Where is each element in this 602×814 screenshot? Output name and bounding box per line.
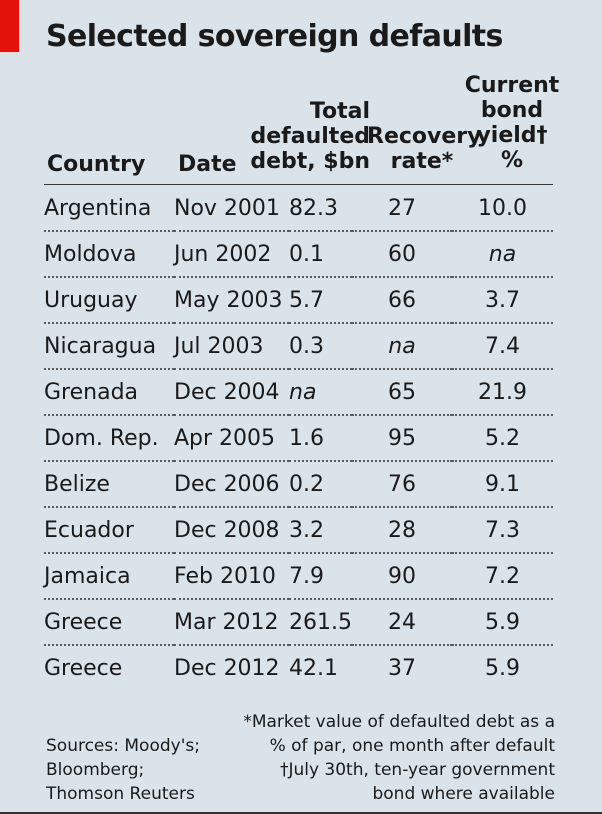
cell-recovery-rate: 90 bbox=[351, 553, 452, 600]
cell-date: Feb 2010 bbox=[174, 553, 289, 600]
header-yield-line: bond bbox=[480, 98, 544, 123]
table-row: Greece Mar 2012 261.5 24 5.9 bbox=[44, 599, 553, 646]
cell-total-defaulted-debt: 261.5 bbox=[289, 599, 352, 646]
header-yield-line: yield† bbox=[476, 123, 548, 148]
cell-country: Grenada bbox=[44, 369, 174, 416]
footnote-line: *Market value of defaulted debt as a bbox=[243, 712, 555, 732]
cell-current-bond-yield: 3.7 bbox=[451, 277, 553, 324]
header-recovery-rate: Recovery rate* bbox=[367, 124, 482, 174]
cell-current-bond-yield: 5.2 bbox=[451, 415, 553, 462]
sources-note: Sources: Moody's; Bloomberg; Thomson Reu… bbox=[46, 734, 200, 806]
header-date: Date bbox=[178, 152, 237, 177]
header-rule bbox=[44, 184, 553, 185]
header-total-defaulted-debt: Total defaulted debt, $bn bbox=[250, 99, 370, 174]
cell-current-bond-yield: 5.9 bbox=[451, 599, 553, 646]
table-row: Ecuador Dec 2008 3.2 28 7.3 bbox=[44, 507, 553, 554]
header-yield-line: Current bbox=[464, 73, 560, 98]
cell-current-bond-yield: 7.3 bbox=[451, 507, 553, 554]
cell-country: Belize bbox=[44, 461, 174, 508]
cell-recovery-rate: 60 bbox=[351, 231, 452, 278]
source-line: Sources: Moody's; bbox=[46, 736, 200, 756]
cell-total-defaulted-debt: 0.2 bbox=[289, 461, 352, 508]
cell-total-defaulted-debt: 0.1 bbox=[289, 231, 352, 278]
table-row: Belize Dec 2006 0.2 76 9.1 bbox=[44, 461, 553, 508]
footnote-line: †July 30th, ten-year government bbox=[279, 760, 555, 780]
cell-country: Argentina bbox=[44, 186, 174, 232]
header-debt-line: defaulted bbox=[250, 124, 370, 149]
chart-title: Selected sovereign defaults bbox=[46, 19, 503, 54]
cell-country: Dom. Rep. bbox=[44, 415, 174, 462]
source-line: Bloomberg; bbox=[46, 760, 145, 780]
header-country: Country bbox=[47, 152, 146, 177]
table-row: Moldova Jun 2002 0.1 60 na bbox=[44, 231, 553, 278]
footnote-line: bond where available bbox=[372, 784, 555, 804]
cell-date: Dec 2006 bbox=[174, 461, 289, 508]
table-row: Jamaica Feb 2010 7.9 90 7.2 bbox=[44, 553, 553, 600]
cell-total-defaulted-debt: 42.1 bbox=[289, 655, 338, 681]
cell-recovery-rate: 27 bbox=[351, 186, 452, 232]
table-row: Nicaragua Jul 2003 0.3 na 7.4 bbox=[44, 323, 553, 370]
cell-date: Jun 2002 bbox=[174, 231, 289, 278]
cell-current-bond-yield: 9.1 bbox=[451, 461, 553, 508]
cell-date: Dec 2012 bbox=[174, 655, 280, 681]
cell-country: Greece bbox=[44, 655, 123, 681]
cell-date: Jul 2003 bbox=[174, 323, 289, 370]
cell-country: Jamaica bbox=[44, 553, 174, 600]
cell-total-defaulted-debt: 0.3 bbox=[289, 323, 352, 370]
cell-recovery-rate: 37 bbox=[387, 655, 416, 681]
cell-recovery-rate: 95 bbox=[351, 415, 452, 462]
cell-recovery-rate: na bbox=[351, 323, 452, 370]
cell-current-bond-yield: 21.9 bbox=[451, 369, 553, 416]
cell-recovery-rate: 66 bbox=[351, 277, 452, 324]
cell-total-defaulted-debt: 82.3 bbox=[289, 186, 352, 232]
cell-total-defaulted-debt: 5.7 bbox=[289, 277, 352, 324]
header-yield-line: % bbox=[500, 148, 524, 173]
cell-current-bond-yield: 7.2 bbox=[451, 553, 553, 600]
cell-total-defaulted-debt: 7.9 bbox=[289, 553, 352, 600]
defaults-table: Argentina Nov 2001 82.3 27 10.0 Moldova Jun 20… bbox=[44, 186, 553, 690]
cell-total-defaulted-debt: 1.6 bbox=[289, 415, 352, 462]
table-row: Greece Dec 2012 42.1 37 5.9 bbox=[44, 645, 553, 690]
cell-current-bond-yield: na bbox=[451, 231, 553, 278]
table-row: Uruguay May 2003 5.7 66 3.7 bbox=[44, 277, 553, 324]
cell-country: Uruguay bbox=[44, 277, 174, 324]
table-body: Argentina Nov 2001 82.3 27 10.0 Moldova Jun 20… bbox=[44, 186, 553, 690]
cell-recovery-rate: 65 bbox=[351, 369, 452, 416]
header-debt-line: debt, $bn bbox=[250, 149, 370, 174]
brand-red-tag bbox=[0, 0, 19, 52]
source-line: Thomson Reuters bbox=[46, 784, 195, 804]
table-row: Dom. Rep. Apr 2005 1.6 95 5.2 bbox=[44, 415, 553, 462]
header-debt-line: Total bbox=[309, 99, 370, 124]
cell-date: Mar 2012 bbox=[174, 599, 289, 646]
footnote-line: % of par, one month after default bbox=[269, 736, 555, 756]
cell-country: Nicaragua bbox=[44, 323, 174, 370]
cell-country: Ecuador bbox=[44, 507, 174, 554]
table-row: Argentina Nov 2001 82.3 27 10.0 bbox=[44, 186, 553, 232]
cell-current-bond-yield: 7.4 bbox=[451, 323, 553, 370]
cell-recovery-rate: 24 bbox=[351, 599, 452, 646]
cell-country: Greece bbox=[44, 599, 174, 646]
cell-date: May 2003 bbox=[174, 277, 289, 324]
cell-total-defaulted-debt: na bbox=[289, 369, 352, 416]
cell-date: Apr 2005 bbox=[174, 415, 289, 462]
cell-date: Dec 2004 bbox=[174, 369, 289, 416]
cell-recovery-rate: 28 bbox=[351, 507, 452, 554]
header-recovery-line: Recovery bbox=[367, 124, 482, 149]
footnote: *Market value of defaulted debt as a % o… bbox=[243, 710, 555, 806]
cell-current-bond-yield: 5.9 bbox=[484, 655, 520, 681]
cell-total-defaulted-debt: 3.2 bbox=[289, 507, 352, 554]
header-recovery-line: rate* bbox=[390, 149, 454, 174]
header-current-bond-yield: Current bond yield† % bbox=[464, 73, 560, 173]
cell-date: Dec 2008 bbox=[174, 507, 289, 554]
cell-country: Moldova bbox=[44, 231, 174, 278]
bottom-rule bbox=[0, 812, 602, 814]
table-row: Grenada Dec 2004 na 65 21.9 bbox=[44, 369, 553, 416]
cell-date: Nov 2001 bbox=[174, 186, 289, 232]
cell-recovery-rate: 76 bbox=[351, 461, 452, 508]
cell-current-bond-yield: 10.0 bbox=[451, 186, 553, 232]
